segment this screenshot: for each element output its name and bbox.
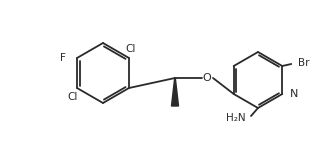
Text: N: N: [290, 89, 298, 99]
Text: Cl: Cl: [126, 44, 136, 54]
Text: O: O: [203, 73, 211, 83]
Text: F: F: [60, 53, 66, 63]
Text: Br: Br: [298, 58, 310, 68]
Text: Cl: Cl: [68, 92, 78, 102]
Text: H₂N: H₂N: [226, 113, 246, 123]
Polygon shape: [172, 78, 179, 106]
